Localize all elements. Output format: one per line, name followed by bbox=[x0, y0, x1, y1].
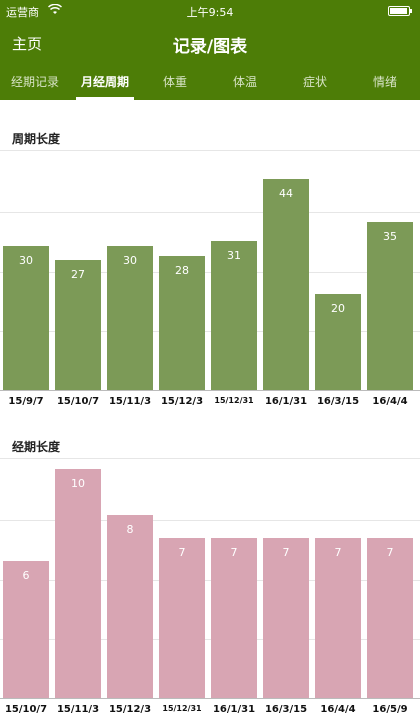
tab-weight[interactable]: 体重 bbox=[162, 75, 187, 89]
home-button[interactable]: 主页 bbox=[12, 35, 43, 53]
bar-value-label: 27 bbox=[71, 268, 85, 282]
tab-temperature[interactable]: 体温 bbox=[232, 75, 257, 89]
bar bbox=[3, 560, 49, 698]
bar-value-label: 31 bbox=[227, 249, 241, 263]
bar bbox=[107, 515, 153, 698]
period-length-chart: 6 15/10/7 10 15/11/3 8 15/12/3 7 15/12/31 7 16/1/… bbox=[0, 458, 420, 720]
x-tick-label: 15/12/31 bbox=[162, 704, 202, 713]
x-tick-label: 16/1/31 bbox=[264, 396, 308, 407]
x-tick-label: 15/11/3 bbox=[56, 704, 100, 715]
x-tick-label: 15/10/7 bbox=[4, 704, 48, 715]
bar-value-label: 28 bbox=[175, 263, 189, 277]
tab-mood[interactable]: 情绪 bbox=[372, 75, 397, 89]
cycle-length-chart-title: 周期长度 bbox=[12, 132, 61, 146]
bar bbox=[55, 469, 101, 698]
bar-value-label: 20 bbox=[331, 302, 345, 315]
x-tick-label: 15/10/7 bbox=[56, 396, 100, 407]
x-tick-label: 15/12/31 bbox=[214, 396, 254, 405]
x-tick-label: 16/1/31 bbox=[212, 704, 256, 715]
bar bbox=[55, 260, 101, 390]
bar bbox=[367, 538, 413, 698]
clock: 上午9:54 bbox=[186, 6, 234, 19]
bar-value-label: 8 bbox=[126, 523, 134, 537]
x-tick-label: 15/11/3 bbox=[108, 396, 152, 407]
bar bbox=[315, 538, 361, 698]
x-axis bbox=[0, 390, 420, 391]
wifi-icon bbox=[47, 3, 63, 18]
bar-value-label: 7 bbox=[230, 546, 238, 559]
gridline bbox=[0, 272, 420, 273]
bar-value-label: 44 bbox=[279, 186, 293, 200]
bar-value-label: 7 bbox=[178, 546, 186, 559]
bar-value-label: 30 bbox=[123, 254, 137, 267]
bar-value-label: 6 bbox=[22, 568, 30, 582]
battery-icon bbox=[388, 6, 412, 16]
bar-value-label: 10 bbox=[71, 477, 85, 491]
gridline bbox=[0, 520, 420, 521]
bar-value-label: 30 bbox=[19, 254, 33, 267]
gridline bbox=[0, 458, 420, 459]
bar-value-label: 7 bbox=[334, 546, 342, 559]
bar bbox=[367, 222, 413, 390]
x-tick-label: 16/3/15 bbox=[264, 704, 308, 715]
x-tick-label: 16/3/15 bbox=[316, 396, 360, 407]
x-tick-label: 15/12/3 bbox=[108, 704, 152, 715]
bar bbox=[315, 294, 361, 390]
bar bbox=[3, 246, 49, 390]
bar bbox=[159, 538, 205, 698]
bar bbox=[263, 178, 309, 390]
status-bar: 运营商 上午9:54 bbox=[0, 0, 420, 22]
bar bbox=[263, 538, 309, 698]
gridline bbox=[0, 639, 420, 640]
tab-bar: 经期记录 月经周期 体重 体温 症状 情绪 bbox=[0, 64, 420, 100]
x-tick-label: 16/4/4 bbox=[372, 396, 408, 407]
tab-menstrual-cycle[interactable]: 月经周期 bbox=[70, 64, 140, 100]
gridline bbox=[0, 331, 420, 332]
bar-value-label: 7 bbox=[282, 546, 290, 559]
bar-value-label: 35 bbox=[383, 230, 397, 243]
x-axis bbox=[0, 698, 420, 699]
page-title: 记录/图表 bbox=[172, 37, 248, 57]
bar bbox=[211, 241, 257, 390]
bar bbox=[159, 255, 205, 390]
gridline bbox=[0, 580, 420, 581]
navigation-bar: 主页 记录/图表 bbox=[0, 22, 420, 64]
carrier-label: 运营商 bbox=[6, 6, 39, 19]
tab-period-records[interactable]: 经期记录 bbox=[10, 75, 59, 89]
bar bbox=[211, 538, 257, 698]
x-tick-label: 15/12/3 bbox=[160, 396, 204, 407]
bar bbox=[107, 246, 153, 390]
x-tick-label: 16/4/4 bbox=[320, 704, 356, 715]
period-length-chart-title: 经期长度 bbox=[12, 440, 61, 454]
cycle-length-chart: 30 15/9/7 27 15/10/7 30 15/11/3 28 15/12/3 31 15/… bbox=[0, 150, 420, 415]
x-tick-label: 16/5/9 bbox=[372, 704, 408, 715]
bar-value-label: 7 bbox=[386, 546, 394, 559]
gridline bbox=[0, 150, 420, 151]
tab-symptoms[interactable]: 症状 bbox=[302, 75, 327, 89]
gridline bbox=[0, 212, 420, 213]
x-tick-label: 15/9/7 bbox=[8, 396, 44, 407]
